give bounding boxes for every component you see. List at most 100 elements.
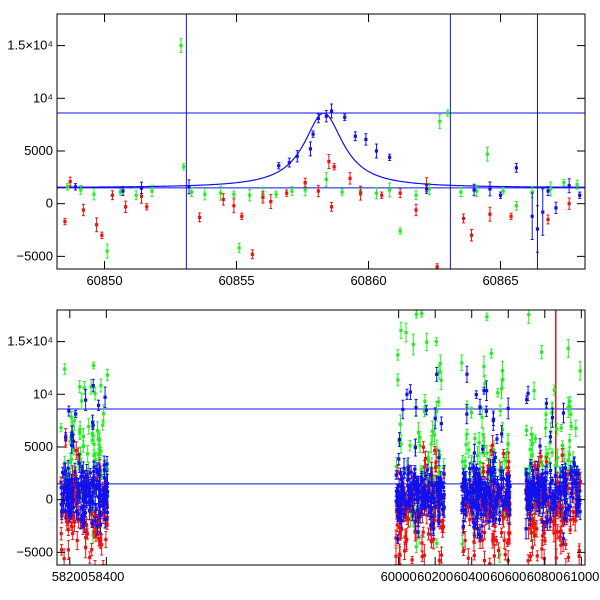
bottom-blue-point-210 [424, 404, 429, 416]
bottom-blue-point-669 [564, 485, 568, 495]
bottom-green-point-41 [78, 380, 82, 394]
bottom-blue-point-611 [544, 516, 548, 528]
bottom-red-point-373 [560, 448, 564, 463]
bottom-blue-point-502 [467, 472, 472, 488]
bottom-green-point-151 [460, 276, 463, 289]
bottom-blue-point-45 [64, 432, 68, 442]
bottom-green-point-171 [473, 433, 477, 444]
bottom-blue-point-317 [437, 501, 441, 523]
bottom-green-point-247 [550, 448, 554, 457]
bottom-blue-point-361 [474, 390, 478, 399]
bottom-green-point-268 [544, 405, 548, 424]
top-blue-point-19 [488, 181, 492, 197]
bottom-blue-point-472 [488, 459, 493, 482]
bottom-blue-point-610 [524, 518, 528, 540]
bottom-blue-point-133 [63, 462, 68, 480]
bottom-green-point-134 [429, 434, 433, 454]
top-green-point-33 [514, 200, 518, 211]
top-ytick-label-2: 5000 [24, 143, 53, 158]
bottom-blue-point-261 [406, 493, 410, 510]
top-blue-point-22 [530, 192, 534, 240]
bottom-blue-point-55 [67, 405, 71, 417]
top-red-point-29 [461, 213, 466, 224]
top-blue-point-0 [73, 183, 78, 191]
bottom-blue-point-330 [438, 482, 442, 490]
bottom-panel-frame [56, 309, 586, 566]
top-green-point-16 [274, 190, 278, 198]
bottom-ytick-label-4: 1.5×10⁴ [7, 334, 53, 349]
top-green-point-11 [219, 185, 223, 201]
top-blue-point-11 [329, 103, 334, 119]
bottom-blue-point-439 [478, 503, 482, 516]
bottom-blue-point-312 [398, 512, 402, 524]
top-ytick-label-4: 1.5×10⁴ [7, 38, 53, 53]
bottom-green-point-137 [435, 538, 439, 549]
bottom-green-point-40 [87, 418, 91, 435]
top-blue-point-5 [287, 157, 291, 168]
bottom-blue-point-334 [413, 465, 417, 474]
bottom-blue-point-318 [416, 475, 420, 493]
bottom-green-point-124 [404, 322, 408, 343]
top-blue-point-28 [578, 191, 582, 199]
bottom-green-point-96 [420, 310, 424, 318]
bottom-green-point-136 [396, 349, 400, 361]
bottom-blue-point-101 [70, 425, 74, 441]
top-blue-point-15 [374, 143, 379, 159]
bottom-blue-point-595 [550, 476, 554, 485]
bottom-red-point-407 [571, 506, 575, 518]
top-blue-point-26 [554, 201, 558, 215]
bottom-blue-point-600 [525, 475, 529, 487]
bottom-blue-point-609 [568, 465, 572, 481]
bottom-blue-point-166 [88, 489, 92, 510]
bottom-red-point-170 [405, 528, 409, 551]
bottom-blue-point-653 [528, 512, 532, 526]
bottom-blue-point-125 [82, 511, 86, 534]
bottom-blue-point-491 [475, 487, 479, 505]
bottom-blue-point-493 [488, 495, 492, 512]
bottom-red-point-199 [437, 550, 441, 565]
top-red-point-20 [332, 163, 336, 171]
bottom-red-point-167 [439, 546, 444, 564]
bottom-red-point-240 [482, 550, 487, 565]
bottom-xtick-label-0: 58200 [52, 569, 88, 584]
bottom-blue-point-503 [471, 463, 475, 473]
bottom-blue-point-336 [435, 476, 439, 491]
top-green-point-6 [150, 184, 154, 198]
bottom-green-point-201 [464, 434, 468, 455]
top-blue-point-4 [277, 162, 281, 170]
bottom-blue-point-333 [437, 449, 441, 467]
bottom-blue-point-408 [500, 425, 504, 443]
top-blue-point-17 [425, 183, 429, 194]
bottom-green-point-103 [434, 337, 438, 347]
bottom-blue-point-540 [544, 398, 549, 409]
bottom-red-point-12 [90, 543, 94, 557]
bottom-green-point-211 [540, 345, 544, 360]
bottom-red-point-17 [66, 539, 70, 560]
bottom-blue-point-500 [505, 485, 509, 506]
top-red-point-18 [316, 184, 320, 198]
bottom-blue-point-371 [480, 520, 484, 532]
top-green-point-17 [290, 186, 294, 196]
top-ytick-label-3: 10⁴ [33, 90, 53, 105]
top-red-point-33 [546, 214, 550, 225]
top-green-point-24 [398, 227, 402, 235]
top-green-point-19 [324, 171, 328, 187]
bottom-blue-point-672 [537, 498, 541, 513]
bottom-red-point-15 [104, 530, 108, 549]
top-red-point-11 [232, 198, 236, 214]
bottom-red-point-280 [499, 527, 504, 538]
top-blue-point-16 [388, 153, 392, 161]
bottom-blue-point-450 [484, 405, 488, 417]
bottom-blue-point-325 [420, 471, 424, 487]
bottom-red-point-84 [59, 543, 64, 556]
bottom-red-point-289 [481, 531, 485, 549]
bottom-blue-point-303 [394, 470, 398, 480]
bottom-plot-area [57, 276, 585, 565]
top-model-curve [57, 112, 585, 188]
bottom-blue-point-67 [91, 378, 95, 393]
bottom-green-point-222 [527, 310, 531, 324]
bottom-blue-point-640 [527, 472, 531, 495]
bottom-blue-point-235 [408, 498, 412, 513]
top-green-point-3 [105, 243, 109, 259]
bottom-blue-point-118 [79, 509, 83, 530]
